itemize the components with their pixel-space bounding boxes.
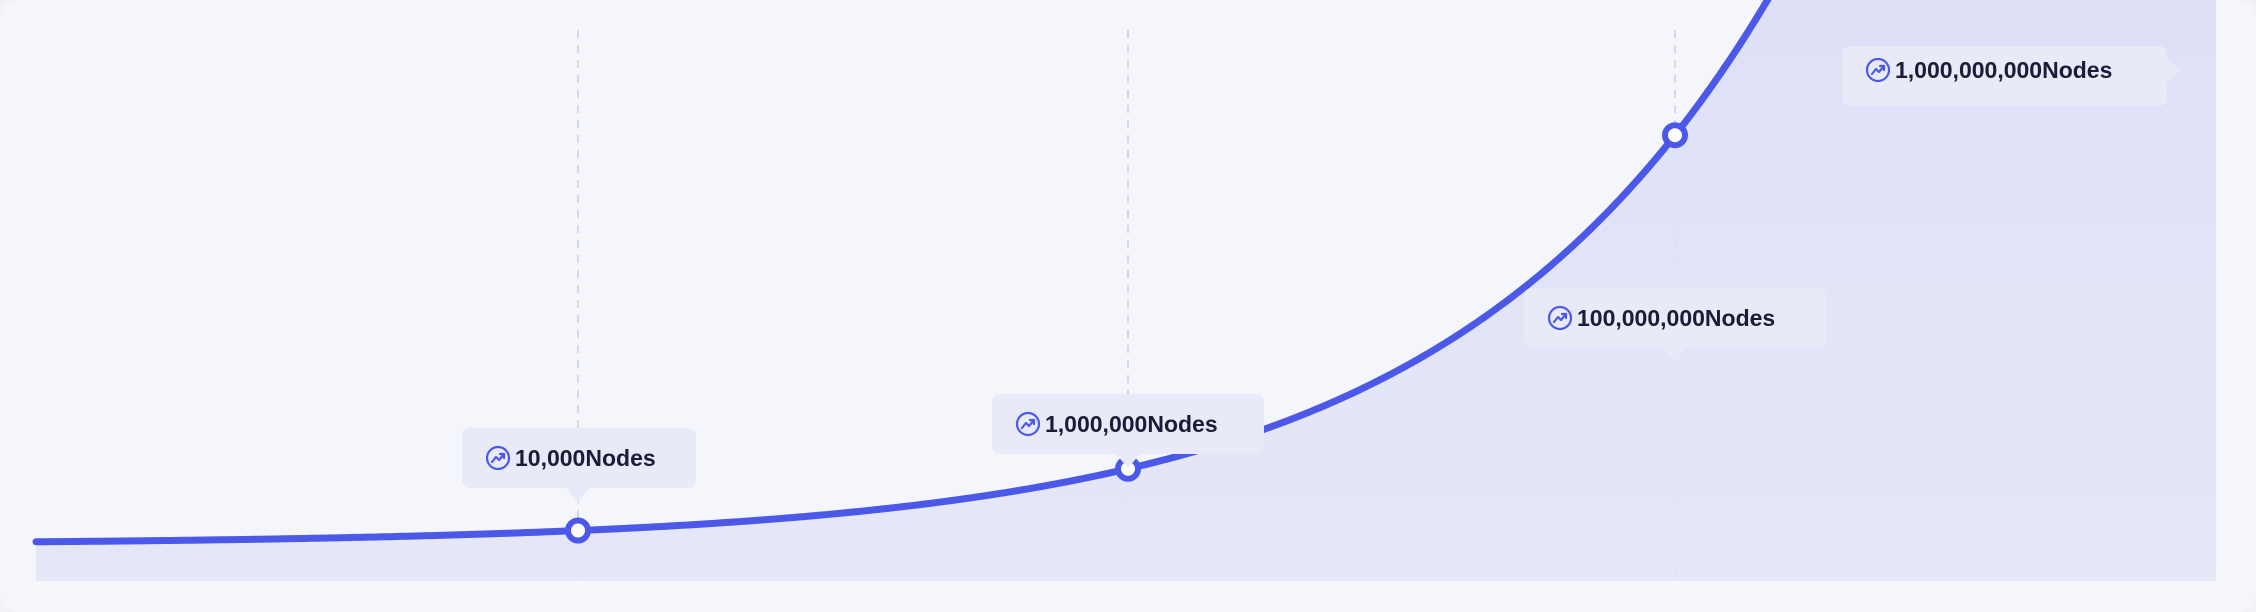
trending-up-icon: [1015, 411, 1041, 437]
value-callout: 100,000,000Nodes: [1524, 288, 1827, 362]
data-label: 1,000,000,000Nodes: [1895, 57, 2112, 83]
data-point-marker[interactable]: [565, 517, 591, 544]
data-label: 10,000Nodes: [515, 445, 656, 471]
data-label: 100,000,000Nodes: [1577, 305, 1775, 331]
value-callout: 1,000,000Nodes: [992, 394, 1264, 468]
value-callout: 10,000Nodes: [462, 428, 696, 502]
trending-up-icon: [1865, 57, 1891, 83]
data-label: 1,000,000Nodes: [1045, 411, 1218, 437]
data-point-marker[interactable]: [1662, 122, 1688, 149]
trending-up-icon: [1547, 305, 1573, 331]
value-callout: 1,000,000,000Nodes: [1842, 46, 2181, 106]
trending-up-icon: [485, 445, 511, 471]
